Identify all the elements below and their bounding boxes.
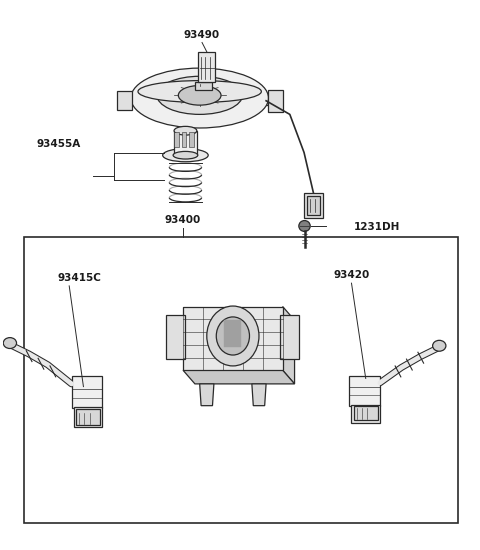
Ellipse shape bbox=[207, 306, 259, 366]
Bar bbox=[198, 52, 216, 82]
Text: 93455A: 93455A bbox=[37, 139, 81, 150]
Text: 1231DH: 1231DH bbox=[354, 222, 400, 232]
Bar bbox=[174, 131, 197, 155]
Text: 93490: 93490 bbox=[184, 30, 220, 40]
Bar bbox=[74, 407, 102, 427]
Ellipse shape bbox=[163, 148, 208, 162]
Bar bbox=[72, 376, 102, 409]
Ellipse shape bbox=[138, 81, 261, 102]
Polygon shape bbox=[224, 320, 241, 347]
Bar bbox=[189, 132, 194, 147]
Bar bbox=[174, 132, 179, 147]
Bar bbox=[117, 91, 132, 110]
Bar bbox=[280, 315, 300, 359]
Bar bbox=[304, 194, 323, 218]
Ellipse shape bbox=[216, 317, 250, 355]
Bar bbox=[76, 410, 100, 425]
Ellipse shape bbox=[432, 340, 446, 351]
Bar bbox=[267, 90, 283, 112]
Bar bbox=[307, 196, 320, 215]
Bar bbox=[354, 406, 378, 420]
Polygon shape bbox=[200, 384, 214, 406]
Bar bbox=[183, 306, 283, 370]
Bar bbox=[167, 315, 185, 359]
Ellipse shape bbox=[179, 86, 221, 105]
Bar bbox=[24, 237, 458, 522]
Ellipse shape bbox=[174, 126, 197, 135]
Text: 93420: 93420 bbox=[334, 271, 370, 281]
Ellipse shape bbox=[173, 151, 198, 159]
Polygon shape bbox=[252, 384, 266, 406]
Text: 93400: 93400 bbox=[165, 215, 201, 225]
Bar bbox=[195, 82, 212, 90]
Bar bbox=[349, 376, 380, 406]
Polygon shape bbox=[183, 370, 295, 384]
Polygon shape bbox=[131, 98, 268, 104]
Text: 93415C: 93415C bbox=[57, 273, 101, 283]
Bar bbox=[351, 405, 380, 423]
Ellipse shape bbox=[157, 76, 242, 114]
Ellipse shape bbox=[299, 221, 310, 232]
Bar bbox=[181, 132, 186, 147]
Ellipse shape bbox=[131, 68, 268, 128]
Ellipse shape bbox=[3, 338, 16, 349]
Polygon shape bbox=[283, 306, 295, 384]
